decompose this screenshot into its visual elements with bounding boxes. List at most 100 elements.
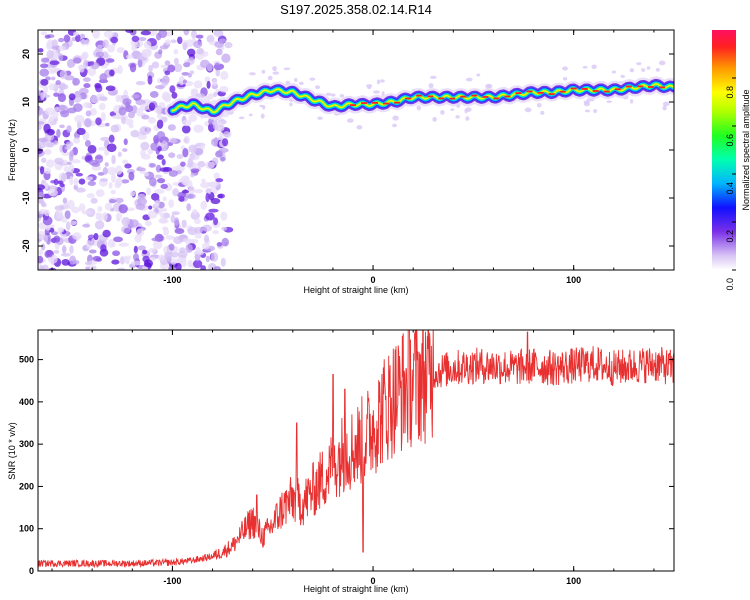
noise-blob bbox=[606, 100, 613, 104]
noise-blob bbox=[149, 256, 157, 262]
noise-blob bbox=[116, 267, 126, 270]
noise-blob bbox=[158, 49, 163, 55]
noise-blob bbox=[208, 208, 219, 213]
noise-blob bbox=[376, 79, 381, 85]
noise-blob bbox=[128, 171, 135, 181]
noise-blob bbox=[142, 249, 148, 255]
noise-blob bbox=[366, 84, 373, 88]
noise-blob bbox=[524, 107, 532, 113]
noise-blob bbox=[267, 75, 273, 81]
noise-blob bbox=[209, 181, 218, 188]
noise-blob bbox=[45, 159, 55, 168]
spectrogram-xlabel: Height of straight line (km) bbox=[303, 285, 408, 295]
noise-blob bbox=[71, 159, 81, 164]
noise-blob bbox=[380, 79, 385, 83]
noise-blob bbox=[82, 77, 91, 82]
noise-blob bbox=[214, 41, 224, 48]
noise-blob bbox=[181, 189, 190, 194]
noise-blob bbox=[157, 145, 162, 152]
noise-blob bbox=[137, 245, 146, 251]
noise-blob bbox=[60, 110, 70, 118]
noise-blob bbox=[212, 79, 218, 87]
noise-blob bbox=[45, 226, 51, 231]
noise-blob bbox=[67, 107, 77, 114]
noise-blob bbox=[64, 75, 75, 81]
noise-blob bbox=[72, 232, 82, 240]
noise-blob bbox=[298, 81, 304, 86]
noise-blob bbox=[158, 30, 168, 39]
noise-blob bbox=[213, 217, 218, 226]
noise-blob bbox=[219, 86, 229, 93]
x-tick-label: 0 bbox=[371, 576, 376, 586]
noise-blob bbox=[122, 98, 132, 106]
noise-blob bbox=[39, 166, 45, 175]
noise-blob bbox=[104, 148, 110, 156]
y-tick-label: 400 bbox=[19, 397, 34, 407]
noise-blob bbox=[111, 115, 122, 120]
x-tick-label: -100 bbox=[163, 576, 181, 586]
noise-blob bbox=[108, 134, 115, 143]
noise-blob bbox=[186, 48, 196, 57]
noise-blob bbox=[129, 63, 137, 73]
noise-blob bbox=[611, 70, 617, 74]
noise-blob bbox=[582, 65, 588, 69]
noise-blob bbox=[205, 192, 210, 203]
noise-blob bbox=[193, 188, 203, 194]
noise-blob bbox=[123, 227, 130, 234]
noise-blob bbox=[173, 48, 179, 55]
noise-blob bbox=[183, 62, 191, 68]
noise-blob bbox=[58, 53, 64, 62]
noise-blob bbox=[174, 228, 185, 235]
noise-blob bbox=[100, 244, 107, 253]
noise-blob bbox=[137, 134, 148, 140]
noise-blob bbox=[81, 210, 92, 215]
noise-blob bbox=[655, 67, 660, 72]
noise-blob bbox=[61, 151, 71, 156]
noise-blob bbox=[62, 197, 68, 204]
noise-blob bbox=[90, 197, 98, 204]
noise-blob bbox=[204, 161, 215, 169]
noise-blob bbox=[248, 72, 256, 76]
noise-blob bbox=[212, 230, 219, 235]
noise-blob bbox=[48, 69, 56, 74]
noise-blob bbox=[164, 39, 171, 45]
noise-blob bbox=[658, 60, 666, 66]
noise-blob bbox=[182, 79, 187, 84]
noise-blob bbox=[81, 52, 88, 61]
noise-blob bbox=[213, 266, 221, 270]
noise-blob bbox=[213, 137, 219, 147]
noise-blob bbox=[219, 131, 224, 140]
noise-blob bbox=[75, 172, 83, 177]
noise-blob bbox=[196, 47, 204, 55]
noise-blob bbox=[169, 85, 176, 94]
noise-blob bbox=[38, 266, 46, 270]
noise-blob bbox=[392, 123, 397, 128]
noise-blob bbox=[51, 39, 58, 48]
noise-blob bbox=[80, 38, 86, 46]
noise-blob bbox=[356, 125, 363, 130]
noise-blob bbox=[41, 243, 46, 251]
noise-blob bbox=[53, 235, 61, 243]
noise-blob bbox=[161, 77, 169, 87]
noise-blob bbox=[87, 180, 96, 186]
noise-blob bbox=[130, 260, 142, 266]
noise-blob bbox=[147, 210, 158, 219]
noise-blob bbox=[100, 112, 106, 122]
noise-blob bbox=[76, 127, 86, 136]
noise-blob bbox=[59, 183, 65, 188]
noise-blob bbox=[151, 237, 161, 242]
noise-blob bbox=[48, 115, 54, 123]
noise-blob bbox=[214, 62, 220, 71]
noise-blob bbox=[159, 212, 165, 218]
chart-title: S197.2025.358.02.14.R14 bbox=[280, 2, 432, 17]
noise-blob bbox=[129, 190, 136, 197]
noise-blob bbox=[173, 57, 179, 65]
noise-blob bbox=[148, 64, 153, 73]
noise-blob bbox=[44, 34, 51, 39]
noise-blob bbox=[154, 174, 163, 179]
noise-blob bbox=[168, 170, 178, 177]
noise-blob bbox=[72, 31, 80, 36]
y-tick-label: 300 bbox=[19, 439, 34, 449]
noise-blob bbox=[213, 30, 224, 37]
